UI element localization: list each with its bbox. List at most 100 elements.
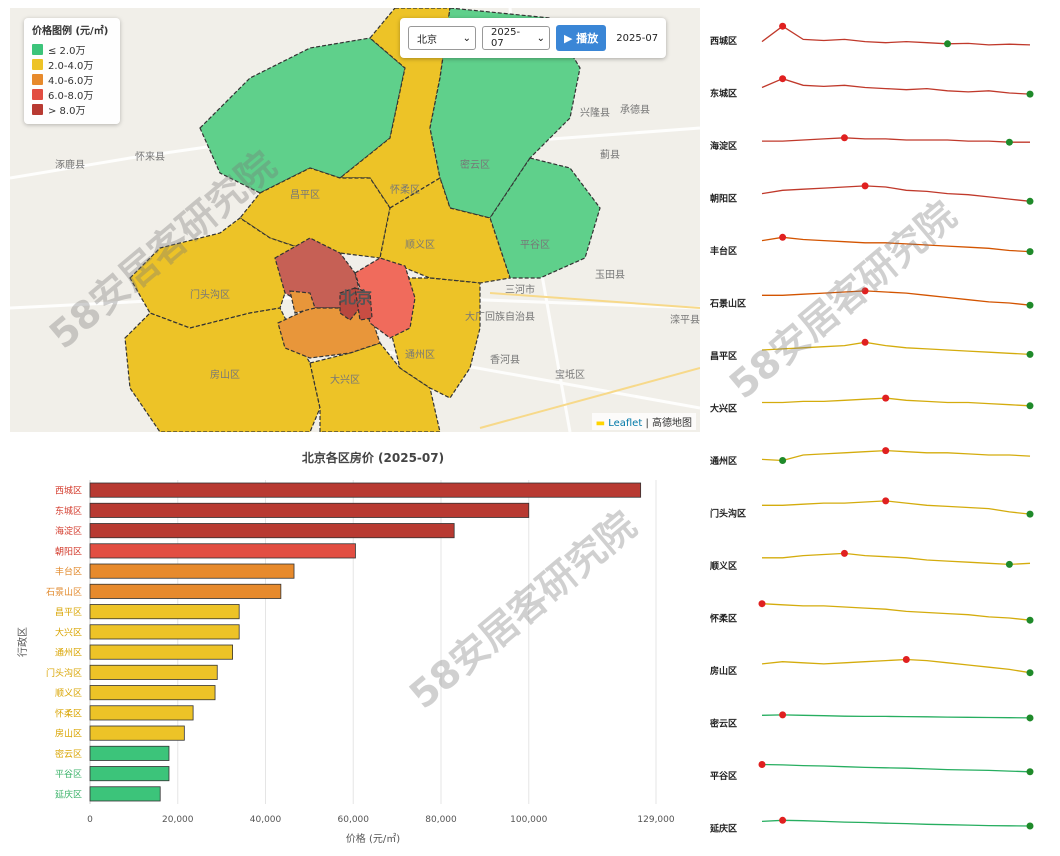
sparkline-path	[761, 185, 1031, 202]
map-canvas[interactable]: 兴隆县 承德县 蓟县 怀来县 涿鹿县 三河市 大厂回族自治县 香河县 宝坻区 玉…	[10, 8, 700, 432]
map-label: 门头沟区	[190, 288, 230, 301]
chevron-down-icon: ⌄	[462, 32, 471, 44]
bar[interactable]	[89, 766, 170, 782]
sparkline-label: 丰台区	[710, 245, 737, 257]
category-label: 延庆区	[55, 788, 82, 800]
sparkline-min-marker	[1026, 402, 1034, 410]
sparkline-path	[761, 78, 1031, 95]
x-tick-label: 20,000	[162, 815, 194, 825]
sparkline-label: 顺义区	[710, 560, 737, 572]
legend-item: ≤ 2.0万	[32, 42, 112, 57]
map-label: 昌平区	[290, 189, 320, 201]
sparkline-path	[761, 714, 1031, 719]
bar[interactable]	[89, 543, 356, 559]
sparkline-min-marker	[1026, 822, 1034, 830]
district-pinggu[interactable]	[489, 157, 601, 279]
sparkline-label: 通州区	[710, 455, 737, 467]
bar[interactable]	[89, 502, 530, 518]
bar[interactable]	[89, 482, 642, 498]
district-huairou[interactable]	[338, 8, 451, 209]
bar[interactable]	[89, 604, 240, 620]
district-dongcheng[interactable]	[354, 287, 373, 321]
legend-item: > 8.0万	[32, 102, 112, 117]
sparkline-label: 平谷区	[710, 770, 737, 782]
district-xicheng[interactable]	[339, 287, 361, 321]
sparkline-max-marker	[779, 22, 787, 30]
month-select[interactable]: 2025-07 ⌄	[482, 26, 550, 50]
district-trend-sparklines: 西城区东城区海淀区朝阳区丰台区石景山区昌平区大兴区通州区门头沟区顺义区怀柔区房山…	[709, 22, 1034, 835]
category-label: 密云区	[55, 748, 82, 760]
bar[interactable]	[89, 745, 170, 761]
bar[interactable]	[89, 644, 233, 660]
sparkline-max-marker	[882, 394, 890, 402]
current-date: 2025-07	[616, 32, 659, 44]
sparkline-max-marker	[779, 711, 787, 719]
map-place-labels: 兴隆县 承德县 蓟县 怀来县 涿鹿县 三河市 大厂回族自治县 香河县 宝坻区 玉…	[55, 103, 700, 386]
category-label: 东城区	[55, 505, 82, 517]
sparkline-path	[762, 290, 1031, 306]
map-label: 兴隆县	[580, 106, 610, 119]
sparkline-label: 西城区	[710, 35, 737, 47]
district-yanqing[interactable]	[199, 37, 406, 194]
bar[interactable]	[89, 685, 216, 701]
map-label: 玉田县	[595, 269, 625, 281]
sparkline-path	[762, 397, 1031, 407]
bar[interactable]	[89, 664, 218, 680]
district-price-map[interactable]: 兴隆县 承德县 蓟县 怀来县 涿鹿县 三河市 大厂回族自治县 香河县 宝坻区 玉…	[10, 8, 700, 432]
sparkline-path	[761, 341, 1031, 356]
sparkline-max-marker	[861, 338, 869, 346]
map-label: 平谷区	[520, 239, 550, 251]
category-label: 大兴区	[55, 626, 82, 638]
sparkline-path	[761, 236, 1031, 253]
sparkline-max-marker	[840, 549, 848, 557]
sparkline-path	[761, 603, 1031, 621]
bar[interactable]	[89, 624, 240, 640]
district-shunyi[interactable]	[379, 177, 511, 284]
map-label: 蓟县	[600, 148, 620, 161]
map-label: 怀来县	[135, 151, 165, 163]
sparkline-max-marker	[758, 600, 766, 608]
leaflet-link[interactable]: Leaflet	[608, 418, 643, 429]
district-shijingshan[interactable]	[289, 290, 316, 314]
legend-label: > 8.0万	[48, 106, 86, 117]
x-tick-label: 40,000	[250, 815, 282, 825]
category-label: 平谷区	[55, 769, 82, 780]
sparkline-min-marker	[1005, 560, 1013, 568]
play-button[interactable]: ▶ 播放	[556, 25, 607, 51]
legend-label: 2.0-4.0万	[48, 61, 94, 72]
category-label: 房山区	[55, 728, 82, 740]
district-fengtai[interactable]	[277, 307, 381, 359]
city-select[interactable]: 北京 ⌄	[408, 26, 476, 50]
sparkline-path	[761, 658, 1031, 674]
category-label: 顺义区	[55, 688, 82, 699]
sparkline-path	[762, 552, 1031, 566]
category-label: 丰台区	[55, 566, 82, 578]
legend-swatch	[32, 59, 43, 70]
bar[interactable]	[89, 563, 295, 579]
bar[interactable]	[89, 786, 161, 802]
sparkline-min-marker	[1005, 138, 1013, 146]
chevron-down-icon: ⌄	[536, 32, 545, 44]
legend-label: 6.0-8.0万	[48, 91, 94, 102]
sparkline-min-marker	[1026, 248, 1034, 256]
sparkline-min-marker	[1026, 616, 1034, 624]
map-label: 顺义区	[405, 239, 435, 251]
legend-item: 2.0-4.0万	[32, 57, 112, 72]
map-label: 通州区	[405, 349, 435, 361]
bar[interactable]	[89, 523, 455, 539]
map-attribution: ▬ Leaflet | 高德地图	[591, 413, 696, 430]
legend-swatch	[32, 89, 43, 100]
legend-item: 4.0-6.0万	[32, 72, 112, 87]
bar[interactable]	[89, 705, 194, 721]
bar[interactable]	[89, 583, 282, 599]
sparkline-label: 海淀区	[710, 140, 737, 152]
map-label: 大兴区	[330, 373, 360, 386]
bar[interactable]	[89, 725, 185, 741]
sparkline-label: 昌平区	[710, 351, 737, 362]
category-label: 怀柔区	[55, 707, 82, 719]
sparkline-min-marker	[1026, 301, 1034, 309]
sparkline-min-marker	[1026, 350, 1034, 358]
sparkline-max-marker	[882, 447, 890, 455]
sparkline-label: 房山区	[710, 665, 737, 677]
legend-swatch	[32, 44, 43, 55]
